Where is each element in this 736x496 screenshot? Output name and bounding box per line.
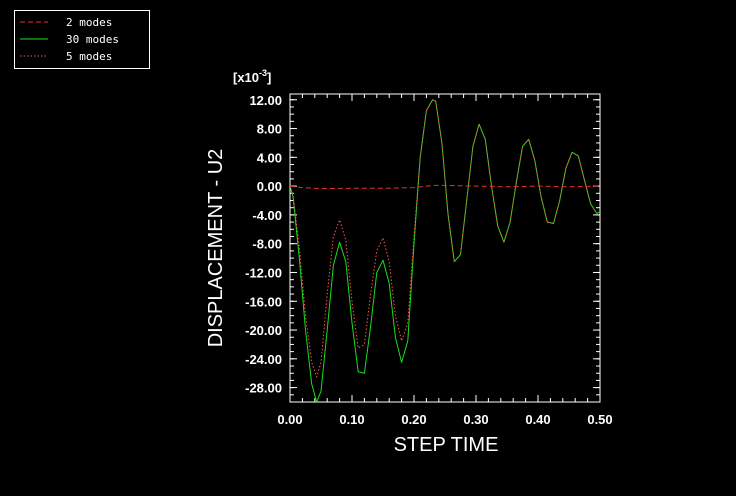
series-line-30-modes bbox=[290, 99, 600, 402]
legend-label: 5 modes bbox=[66, 50, 112, 63]
y-tick-label: -4.00 bbox=[252, 208, 282, 223]
y-tick-label: -16.00 bbox=[245, 294, 282, 309]
series-line-5-modes bbox=[290, 99, 600, 378]
legend-label: 2 modes bbox=[66, 16, 112, 29]
x-axis-label: STEP TIME bbox=[394, 434, 499, 456]
series-layer bbox=[290, 99, 600, 402]
x-tick-label: 0.20 bbox=[401, 412, 426, 427]
y-tick-label: 8.00 bbox=[257, 122, 282, 137]
x-tick-label: 0.50 bbox=[587, 412, 612, 427]
y-tick-label: -20.00 bbox=[245, 323, 282, 338]
legend: 2 modes 30 modes 5 modes bbox=[14, 10, 150, 69]
y-tick-label: -28.00 bbox=[245, 381, 282, 396]
legend-box bbox=[14, 10, 150, 69]
y-multiplier-label: [x10-3] bbox=[233, 68, 271, 85]
x-tick-label: 0.00 bbox=[277, 412, 302, 427]
y-tick-label: 12.00 bbox=[249, 93, 282, 108]
plot-axes: 0.00 0.10 0.20 0.30 0.40 0.50 12.00 8.00 4.00 0.0… bbox=[245, 93, 613, 427]
y-tick-label: 4.00 bbox=[257, 150, 282, 165]
y-tick-label: -8.00 bbox=[252, 237, 282, 252]
x-tick-label: 0.40 bbox=[525, 412, 550, 427]
y-axis-label: DISPLACEMENT - U2 bbox=[205, 149, 227, 348]
series-line-2-modes bbox=[290, 184, 600, 190]
plot-frame bbox=[289, 93, 601, 403]
x-tick-label: 0.30 bbox=[463, 412, 488, 427]
y-tick-label: -12.00 bbox=[245, 265, 282, 280]
axis-labels: DISPLACEMENT - U2 STEP TIME [x10-3] bbox=[205, 68, 498, 456]
legend-label: 30 modes bbox=[66, 33, 119, 46]
y-tick-label: 0.00 bbox=[257, 179, 282, 194]
x-tick-label: 0.10 bbox=[339, 412, 364, 427]
y-tick-label: -24.00 bbox=[245, 352, 282, 367]
